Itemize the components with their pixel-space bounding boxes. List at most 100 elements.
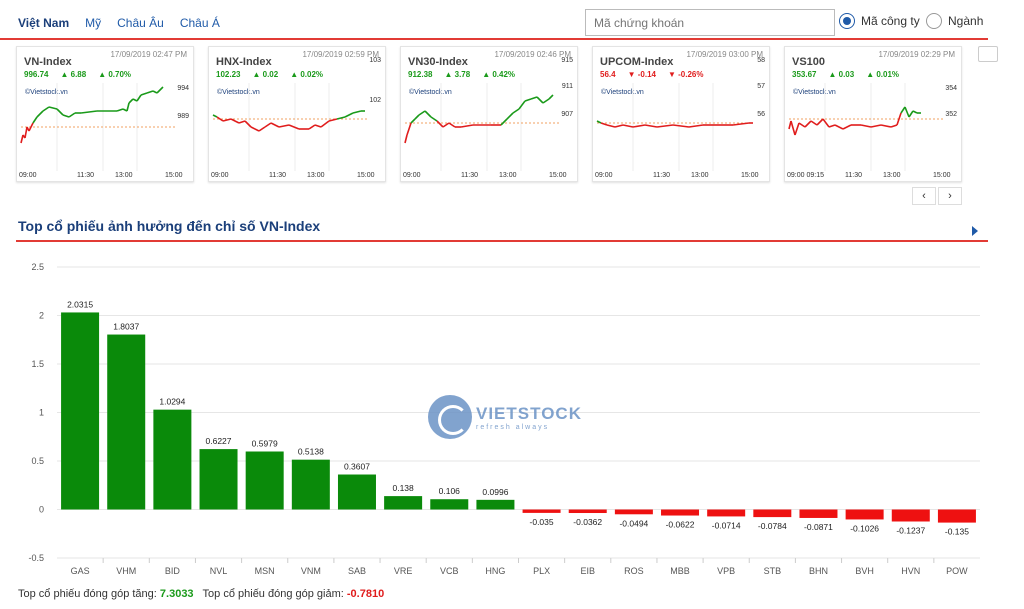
y-tick-label: 915 <box>561 57 573 64</box>
y-tick-label: 58 <box>757 57 765 64</box>
bar-bvh[interactable] <box>845 509 884 520</box>
bar-vhm[interactable] <box>107 334 146 510</box>
x-tick-label: HNG <box>485 566 505 576</box>
x-tick-label: MSN <box>255 566 275 576</box>
bar-stb[interactable] <box>753 509 792 518</box>
bar-nvl[interactable] <box>199 449 238 510</box>
next-button[interactable]: › <box>938 187 962 205</box>
y-tick-label: 994 <box>177 85 189 92</box>
intraday-sparkline <box>212 83 367 171</box>
x-tick-label: 15:00 <box>357 172 375 179</box>
sparkline-segment <box>28 122 34 132</box>
radio-sector-icon[interactable] <box>926 13 942 29</box>
tab-europe[interactable]: Châu Âu <box>117 16 164 30</box>
sparkline-segment <box>542 98 550 104</box>
bar-vre[interactable] <box>384 496 423 510</box>
bar-vpb[interactable] <box>707 509 746 517</box>
index-time: 17/09/2019 02:59 PM <box>302 50 379 59</box>
index-values: 353.67 ▲ 0.03 ▲ 0.01% <box>792 70 899 79</box>
sparkline-segment <box>406 122 412 136</box>
bar-pow[interactable] <box>937 509 976 523</box>
x-tick-label: 13:00 <box>883 172 901 179</box>
sparkline-segment <box>212 114 218 118</box>
index-card-vs100[interactable]: VS100 17/09/2019 02:29 PM 353.67 ▲ 0.03 ▲ 0.… <box>784 46 962 182</box>
x-tick-label: 09:00 <box>19 172 37 179</box>
bar-gas[interactable] <box>61 312 100 510</box>
sparkline-segment <box>244 120 252 128</box>
x-tick-label: NVL <box>210 566 228 576</box>
y-tick-label: 911 <box>561 83 573 90</box>
sparkline-segment <box>842 124 852 130</box>
sparkline-segment <box>146 90 154 94</box>
bar-ros[interactable] <box>614 509 653 515</box>
bar-plx[interactable] <box>522 509 561 513</box>
index-value: 56.4 <box>600 70 616 79</box>
sparkline-segment <box>688 124 704 128</box>
index-time: 17/09/2019 03:00 PM <box>686 50 763 59</box>
index-values: 102.23 ▲ 0.02 ▲ 0.02% <box>216 70 323 79</box>
play-icon[interactable] <box>972 226 978 236</box>
index-card-hnx-index[interactable]: HNX-Index 17/09/2019 02:59 PM 102.23 ▲ 0.02… <box>208 46 386 182</box>
radio-company[interactable]: Mã công ty <box>839 13 920 29</box>
sparkline-segment <box>518 100 526 110</box>
up-label: Top cổ phiếu đóng góp tăng: <box>18 588 157 600</box>
x-tick-label: POW <box>946 566 968 576</box>
sparkline-segment <box>732 122 750 126</box>
data-label: 2.0315 <box>67 299 93 309</box>
tab-usa[interactable]: Mỹ <box>85 16 102 30</box>
bar-sab[interactable] <box>337 474 376 510</box>
bar-msn[interactable] <box>245 451 284 510</box>
bar-bhn[interactable] <box>799 509 838 518</box>
bar-hng[interactable] <box>476 499 515 510</box>
y-tick-label: 0.5 <box>31 456 44 466</box>
index-change-pct: ▼ -0.26% <box>667 70 704 79</box>
bar-hvn[interactable] <box>891 509 930 522</box>
y-tick-label: 989 <box>177 113 189 120</box>
data-label: -0.135 <box>945 527 969 537</box>
vietstock-watermark: VIETSTOCK refresh always <box>428 395 582 439</box>
radio-sector[interactable]: Ngành <box>926 13 983 29</box>
bar-eib[interactable] <box>568 509 607 514</box>
x-tick-label: 09:00 <box>403 172 421 179</box>
sparkline-segment <box>308 124 316 130</box>
index-time: 17/09/2019 02:29 PM <box>878 50 955 59</box>
x-tick-label: 13:00 <box>691 172 709 179</box>
bar-mbb[interactable] <box>661 509 700 516</box>
tab-vietnam[interactable]: Việt Nam <box>18 16 70 30</box>
index-time: 17/09/2019 02:46 PM <box>494 50 571 59</box>
impact-bar-chart: 2.5 2 1.5 1 0.5 0 -0.5 2.0315 GAS 1.8037 VHM 1.0294… <box>28 262 980 576</box>
intraday-sparkline <box>20 83 175 171</box>
y-tick-label: -0.5 <box>28 553 44 563</box>
sparkline-segment <box>80 110 98 114</box>
x-tick-label: 15:00 <box>165 172 183 179</box>
data-label: -0.0494 <box>619 518 648 528</box>
prev-button[interactable]: ‹ <box>912 187 936 205</box>
y-tick-label: 57 <box>757 83 765 90</box>
sparkline-segment <box>56 108 64 116</box>
radio-company-selected-icon[interactable] <box>839 13 855 29</box>
up-value: 7.3033 <box>159 588 194 600</box>
sparkline-segment <box>548 94 554 100</box>
bar-vcb[interactable] <box>430 499 469 510</box>
sparkline-segment <box>270 122 280 128</box>
bar-vnm[interactable] <box>291 459 330 510</box>
index-card-upcom-index[interactable]: UPCOM-Index 17/09/2019 03:00 PM 56.4 ▼ -0.1… <box>592 46 770 182</box>
vietstock-logo-icon <box>428 395 472 439</box>
stock-code-search-input[interactable] <box>585 9 835 36</box>
tab-asia[interactable]: Châu Á <box>179 16 220 30</box>
x-tick-label: 11:30 <box>845 172 862 179</box>
sparkline-segment <box>278 124 290 128</box>
bar-bid[interactable] <box>153 409 192 510</box>
sparkline-segment <box>870 124 882 128</box>
sparkline-segment <box>672 124 690 128</box>
data-label: -0.1026 <box>850 523 879 533</box>
x-tick-label: MBB <box>670 566 690 576</box>
sparkline-segment <box>512 108 520 114</box>
sparkline-segment <box>834 124 844 130</box>
index-card-vn30-index[interactable]: VN30-Index 17/09/2019 02:46 PM 912.38 ▲ 3.7… <box>400 46 578 182</box>
x-tick-label: 11:30 <box>77 172 94 179</box>
sparkline-segment <box>126 102 130 112</box>
scroll-next-stub[interactable] <box>978 46 998 62</box>
index-card-vn-index[interactable]: VN-Index 17/09/2019 02:47 PM 996.74 ▲ 6.88 ▲… <box>16 46 194 182</box>
sparkline-segment <box>352 110 362 114</box>
